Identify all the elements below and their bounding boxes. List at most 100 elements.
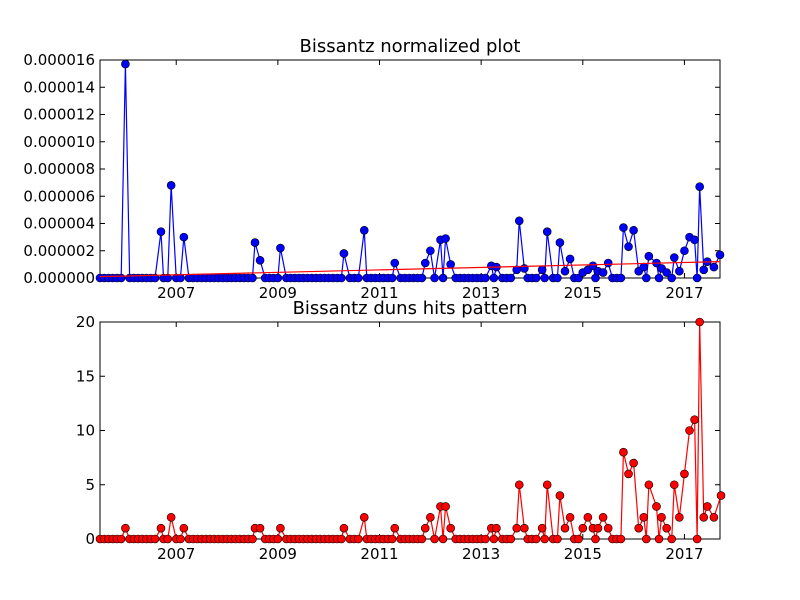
top-data-point [692,273,702,283]
top-data-point [176,273,185,283]
bottom-data-point [685,426,694,435]
top-data-point [654,273,664,283]
bottom-x-tick-label: 2013 [462,545,500,563]
top-data-point [179,232,189,242]
top-y-tick-label: 0.000012 [23,106,95,124]
bottom-x-tick-label: 2011 [360,545,398,563]
top-data-point [619,223,628,232]
top-data-point [481,273,490,283]
bottom-data-point [116,534,126,544]
top-y-tick-label: 0.000006 [23,187,95,205]
top-data-point [166,181,176,190]
top-data-point [667,273,677,283]
bottom-data-point [716,491,726,500]
bottom-data-point [248,534,257,544]
bottom-x-tick-label: 2017 [665,545,703,563]
top-data-point [163,273,173,283]
top-data-point [624,242,633,251]
bottom-data-point [531,534,541,544]
top-x-tick-label: 2007 [157,284,195,302]
bottom-series-line-0 [100,321,722,540]
bottom-data-point [634,523,643,533]
top-data-point [438,273,448,283]
bottom-data-point [387,534,397,544]
bottom-chart: Bissantz duns hits pattern 0 5 10 15 20 2007 2… [76,298,726,563]
bottom-data-point [359,512,369,522]
bottom-data-point [652,502,661,511]
bottom-data-point [339,523,349,533]
bottom-data-point [520,523,529,533]
bottom-data-point [481,534,490,544]
top-data-point [565,254,575,264]
top-chart: Bissantz normalized plot 0.000000 0.00000… [23,36,725,302]
bottom-data-point [553,534,562,544]
bottom-data-point [675,512,684,522]
bottom-data-point [506,534,516,544]
bottom-data-point [662,523,671,533]
bottom-data-point [583,512,593,522]
top-data-point [690,235,699,245]
bottom-data-point [616,534,626,544]
top-data-point [489,273,499,283]
top-data-point [446,260,455,269]
bottom-data-point [555,491,565,500]
bottom-data-point [578,523,588,533]
top-y-tick-label: 0.000010 [23,133,95,151]
bottom-y-tick-label: 10 [76,422,95,440]
top-data-point [514,216,524,226]
top-data-point [531,273,541,283]
bottom-data-point [176,534,185,544]
top-plot-area [95,59,725,283]
bottom-data-point [166,512,176,522]
top-data-point [390,258,400,268]
top-x-tick-label: 2015 [564,284,602,302]
top-data-point [616,273,626,283]
bottom-data-point [702,502,712,511]
bottom-data-point [390,523,400,533]
bottom-y-tick-label: 0 [85,530,95,548]
bottom-data-point [542,480,552,490]
top-data-point [629,226,638,235]
bottom-data-point [695,317,704,327]
top-chart-title: Bissantz normalized plot [299,36,520,57]
bottom-x-tick-label: 2009 [259,545,297,563]
bottom-x-tick-label: 2015 [564,545,602,563]
bottom-data-point [537,523,547,533]
top-data-point [387,273,397,283]
bottom-data-point [654,534,664,544]
top-data-point [715,250,725,260]
top-y-tick-label: 0.000016 [23,51,95,69]
bottom-data-point [492,523,501,533]
bottom-data-point [624,469,633,479]
top-y-tick-label: 0.000008 [23,160,95,178]
top-data-point [553,273,562,283]
top-data-point [644,251,654,261]
bottom-data-point [593,523,603,533]
bottom-data-point [642,534,651,544]
top-data-point [156,227,166,236]
top-data-point [669,253,679,262]
bottom-plot-area [95,317,726,544]
bottom-data-point [669,480,679,490]
bottom-y-tick-label: 20 [76,313,95,331]
bottom-data-point [603,523,613,533]
top-data-point [695,182,704,192]
bottom-data-point [644,480,654,490]
bottom-data-point [690,415,699,424]
top-data-point [420,258,430,268]
bottom-data-point [420,523,430,533]
top-data-point [680,246,689,256]
top-data-point [150,273,160,283]
bottom-data-point [692,534,702,544]
top-data-point [354,273,363,283]
top-data-point [116,273,126,283]
bottom-data-point [354,534,363,544]
top-data-point [441,234,450,243]
bottom-data-point [426,512,435,522]
bottom-data-point [639,512,649,522]
bottom-data-point [179,523,189,533]
top-data-point [273,273,283,283]
top-data-point [555,238,565,247]
top-x-tick-label: 2013 [462,284,500,302]
